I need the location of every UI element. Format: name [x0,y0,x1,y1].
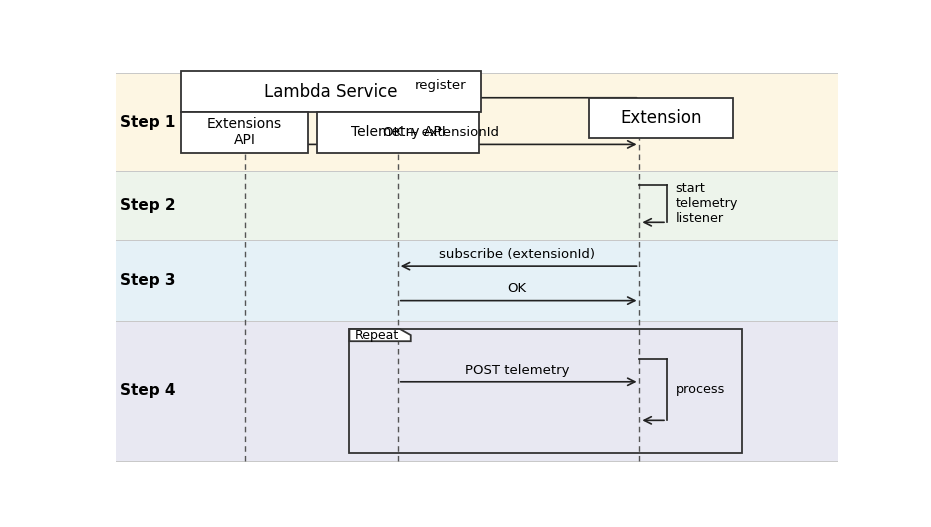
Text: OK + extensionId: OK + extensionId [383,126,499,139]
Text: Lambda Service: Lambda Service [264,83,398,101]
Text: Step 3: Step 3 [120,273,175,288]
Text: POST telemetry: POST telemetry [465,364,569,376]
FancyBboxPatch shape [589,97,734,138]
Text: process: process [676,384,725,396]
Text: Step 4: Step 4 [120,383,175,398]
Text: OK: OK [507,282,526,295]
Text: Extension: Extension [620,109,702,127]
Text: Telemetry API: Telemetry API [351,125,446,139]
Text: Step 2: Step 2 [120,198,176,213]
FancyBboxPatch shape [182,71,480,112]
FancyBboxPatch shape [182,112,307,152]
Polygon shape [349,329,411,341]
Text: start
telemetry
listener: start telemetry listener [676,182,738,225]
Text: Step 1: Step 1 [120,114,175,130]
Text: Extensions
API: Extensions API [207,117,282,148]
Text: register: register [415,80,466,92]
Bar [116,171,838,240]
Text: Repeat: Repeat [355,329,398,341]
Bar [116,321,838,461]
FancyBboxPatch shape [317,112,479,152]
Text: subscribe (extensionId): subscribe (extensionId) [439,248,595,261]
Bar [116,73,838,171]
Bar [116,240,838,321]
